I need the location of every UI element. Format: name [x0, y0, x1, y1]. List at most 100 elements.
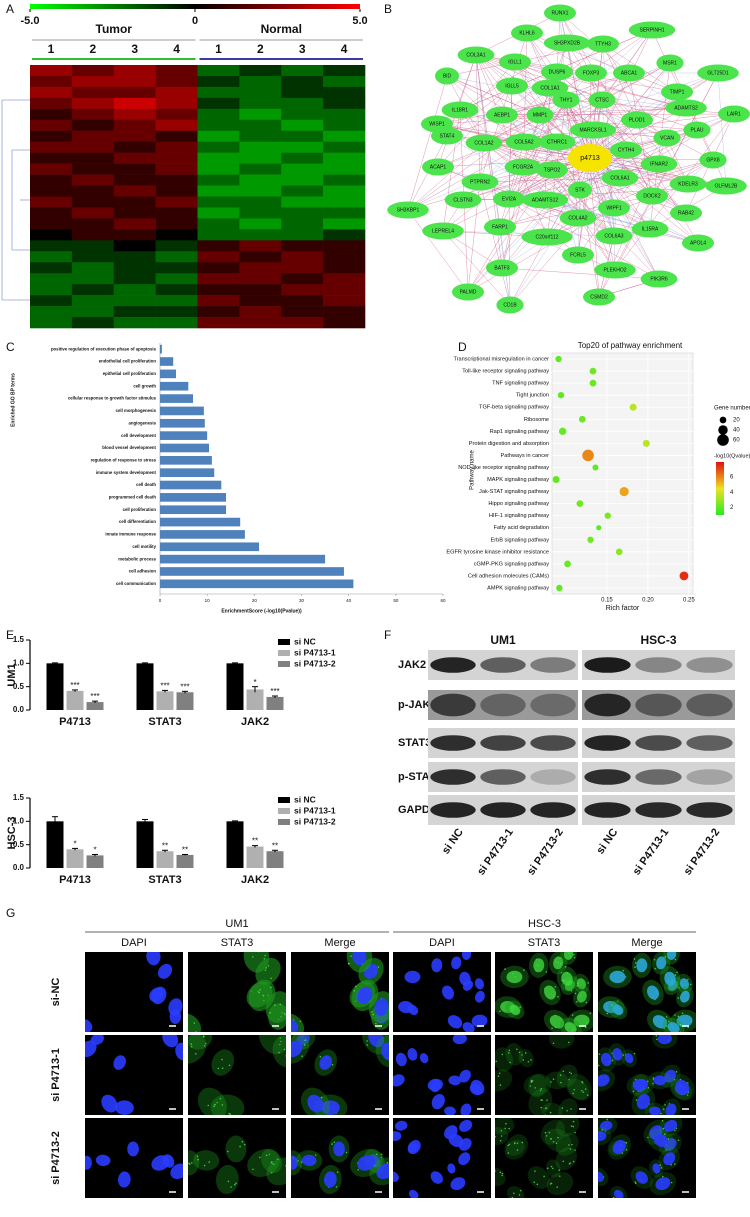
bar	[160, 443, 210, 453]
speckle	[572, 1120, 575, 1123]
speckle	[534, 1087, 536, 1089]
speckle	[550, 1138, 552, 1140]
speckle	[572, 1092, 574, 1095]
significance: *	[253, 678, 256, 687]
heatmap-cell	[281, 317, 324, 329]
speckle	[505, 1122, 507, 1125]
nucleus	[118, 1171, 131, 1188]
column-label: 4	[173, 42, 180, 56]
node-label: SH3PXD2B	[554, 40, 581, 46]
speckle	[634, 966, 636, 968]
heatmap-cell	[155, 86, 198, 99]
micrograph	[393, 1035, 491, 1115]
speckle	[674, 974, 677, 976]
heatmap-cell	[239, 284, 282, 296]
heatmap-cell	[71, 141, 115, 153]
y-tick-label: cell development	[121, 433, 156, 438]
heatmap-cell	[71, 251, 115, 263]
node-label: PIK3R6	[650, 276, 667, 282]
speckle	[229, 1113, 232, 1115]
speckle	[501, 1174, 503, 1177]
speckle	[562, 1070, 565, 1073]
speckle	[557, 995, 559, 998]
speckle	[190, 1045, 193, 1048]
edge	[479, 181, 511, 306]
significance: ***	[70, 681, 79, 690]
heatmap-cell	[239, 152, 282, 164]
speckle	[612, 1196, 615, 1198]
heatmap-cell	[155, 317, 198, 329]
edge	[437, 99, 603, 168]
speckle	[530, 1059, 532, 1061]
node-label: STAT4	[440, 133, 455, 139]
speckle	[677, 1139, 680, 1142]
speckle	[540, 1087, 543, 1090]
nucleus	[291, 1018, 299, 1032]
significance: **	[252, 837, 258, 846]
heatmap-cell	[71, 218, 115, 230]
bar	[226, 663, 244, 710]
y-tick-label: cell growth	[133, 383, 156, 388]
speckle	[516, 1149, 519, 1151]
node-label: SERPINH1	[639, 27, 664, 33]
speckle	[543, 1175, 545, 1178]
speckle	[519, 1189, 522, 1192]
x-tick-label: JAK2	[241, 874, 269, 886]
edge	[508, 198, 511, 306]
heatmap-cell	[155, 251, 198, 263]
bubble	[576, 500, 584, 507]
bar	[86, 702, 104, 710]
nucleus	[635, 1171, 648, 1184]
speckle	[568, 1071, 571, 1074]
nucleus	[146, 952, 161, 966]
edge	[625, 149, 687, 214]
heatmap-cell	[113, 108, 156, 121]
heatmap-cell	[281, 86, 324, 99]
heatmap-cell	[197, 97, 240, 110]
nucleus	[649, 1106, 661, 1115]
heatmap-cell	[71, 207, 115, 219]
speckle	[207, 1104, 210, 1107]
edge	[556, 71, 660, 165]
heatmap-cell	[197, 152, 240, 164]
node	[594, 261, 636, 279]
x-tick-label: 50	[393, 598, 399, 603]
nucleus	[663, 1152, 676, 1166]
speckle	[675, 949, 677, 951]
micrograph-bg	[495, 1035, 593, 1115]
node-label: STK	[575, 187, 585, 193]
nucleus	[452, 1035, 467, 1045]
heatmap-cell	[281, 163, 324, 175]
speckle	[243, 1143, 246, 1146]
hub-node	[568, 144, 612, 172]
heatmap-cell	[30, 152, 73, 164]
speckle	[221, 1104, 224, 1106]
heatmap-cell	[113, 262, 156, 274]
speckle	[587, 982, 590, 984]
heatmap-cell	[113, 130, 156, 143]
speckle	[598, 1064, 600, 1067]
micrograph	[291, 1035, 389, 1115]
speckle	[492, 1079, 494, 1081]
heatmap-cell	[30, 130, 73, 143]
speckle	[575, 1033, 577, 1035]
speckle	[570, 1125, 573, 1127]
cytoplasm	[555, 1147, 577, 1171]
y-tick-label: cell adhesion	[129, 569, 157, 574]
nucleus	[462, 1022, 475, 1032]
speckle	[270, 977, 273, 980]
node-label: IFNAR2	[650, 161, 668, 167]
speckle	[501, 1053, 504, 1056]
heatmap-cell	[113, 251, 156, 263]
speckle	[569, 1148, 572, 1150]
speckle	[550, 1081, 552, 1083]
nucleus	[447, 1015, 463, 1029]
heatmap-cell	[197, 262, 240, 274]
cells	[393, 1119, 473, 1198]
bubble	[582, 449, 594, 462]
heatmap-cell	[30, 284, 73, 296]
group-label: Normal	[261, 22, 302, 36]
heatmap-cell	[197, 284, 240, 296]
legend-label: si NC	[294, 794, 316, 804]
nucleus	[653, 1075, 667, 1086]
